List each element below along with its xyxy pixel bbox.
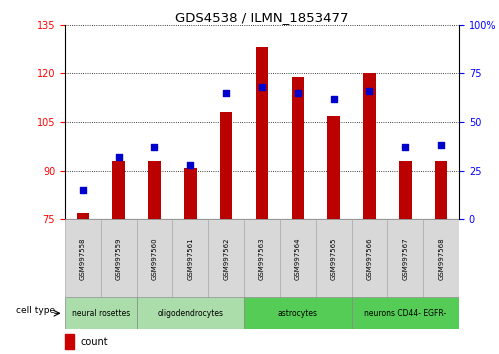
Bar: [184, 167, 197, 219]
FancyBboxPatch shape: [423, 219, 459, 297]
Text: oligodendrocytes: oligodendrocytes: [157, 309, 223, 318]
Bar: [327, 116, 340, 219]
FancyBboxPatch shape: [208, 219, 244, 297]
Text: GSM997558: GSM997558: [80, 237, 86, 280]
Bar: [148, 161, 161, 219]
FancyBboxPatch shape: [316, 219, 352, 297]
Bar: [76, 213, 89, 219]
Point: [258, 84, 266, 90]
Bar: [399, 161, 412, 219]
FancyBboxPatch shape: [352, 297, 459, 329]
FancyBboxPatch shape: [137, 297, 244, 329]
Point: [115, 154, 123, 160]
FancyBboxPatch shape: [137, 219, 172, 297]
Text: neurons CD44- EGFR-: neurons CD44- EGFR-: [364, 309, 447, 318]
Title: GDS4538 / ILMN_1853477: GDS4538 / ILMN_1853477: [175, 11, 349, 24]
Text: astrocytes: astrocytes: [278, 309, 318, 318]
FancyBboxPatch shape: [172, 219, 208, 297]
Bar: [291, 77, 304, 219]
FancyBboxPatch shape: [387, 219, 423, 297]
Text: GSM997568: GSM997568: [438, 237, 444, 280]
Bar: [435, 161, 448, 219]
Text: GSM997566: GSM997566: [366, 237, 372, 280]
Point: [294, 90, 302, 96]
FancyBboxPatch shape: [280, 219, 316, 297]
Point: [437, 143, 445, 148]
Text: neural rosettes: neural rosettes: [71, 309, 130, 318]
Point: [151, 144, 159, 150]
Point: [79, 187, 87, 193]
Point: [401, 144, 409, 150]
Point: [365, 88, 373, 94]
Bar: [65, 334, 74, 349]
FancyBboxPatch shape: [65, 219, 101, 297]
Text: GSM997560: GSM997560: [152, 237, 158, 280]
Text: count: count: [81, 337, 108, 347]
Point: [186, 162, 194, 168]
Text: GSM997563: GSM997563: [259, 237, 265, 280]
Text: GSM997561: GSM997561: [187, 237, 193, 280]
Point: [222, 90, 230, 96]
FancyBboxPatch shape: [244, 297, 352, 329]
Bar: [255, 47, 268, 219]
Text: GSM997564: GSM997564: [295, 237, 301, 280]
Bar: [220, 113, 233, 219]
Text: GSM997562: GSM997562: [223, 237, 229, 280]
FancyBboxPatch shape: [244, 219, 280, 297]
FancyBboxPatch shape: [101, 219, 137, 297]
Bar: [112, 161, 125, 219]
Text: cell type: cell type: [16, 306, 55, 315]
FancyBboxPatch shape: [65, 297, 137, 329]
Text: GSM997565: GSM997565: [331, 237, 337, 280]
Bar: [363, 74, 376, 219]
FancyBboxPatch shape: [352, 219, 387, 297]
Text: GSM997567: GSM997567: [402, 237, 408, 280]
Point: [330, 96, 338, 102]
Text: GSM997559: GSM997559: [116, 237, 122, 280]
